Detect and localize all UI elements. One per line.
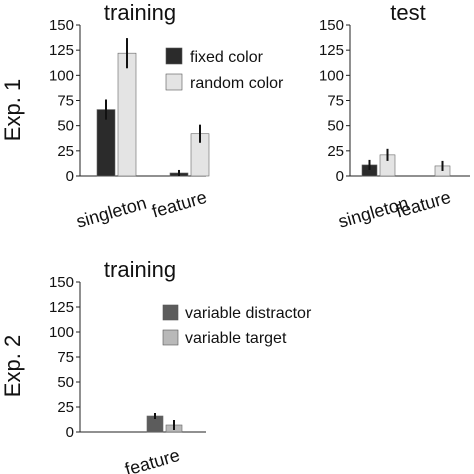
legend-swatch bbox=[162, 329, 179, 346]
plot-area: 0 25 50 75 100 125 150 singleton feature fixed co… bbox=[49, 17, 284, 232]
legend-swatch bbox=[165, 47, 183, 65]
plot-area: 0 25 50 75 100 125 150 feature variable distract… bbox=[49, 274, 312, 474]
bar bbox=[117, 52, 137, 177]
y-tick-label: 50 bbox=[327, 118, 344, 135]
legend-label: variable target bbox=[185, 330, 287, 347]
y-tick-label: 0 bbox=[66, 168, 74, 185]
y-tick-label: 100 bbox=[319, 67, 344, 84]
legend: fixed color random color bbox=[165, 47, 284, 92]
panel-title: training bbox=[104, 257, 176, 282]
legend-swatch bbox=[165, 73, 183, 91]
category-label: feature bbox=[150, 187, 209, 222]
y-tick-label: 50 bbox=[57, 118, 74, 135]
y-tick-label: 75 bbox=[327, 93, 344, 110]
y-tick-label: 25 bbox=[57, 399, 74, 416]
panel-title: training bbox=[104, 0, 176, 25]
legend-label: random color bbox=[190, 75, 284, 92]
legend-label: fixed color bbox=[190, 49, 264, 66]
legend-swatch bbox=[162, 304, 179, 321]
y-tick-label: 25 bbox=[327, 143, 344, 160]
row-label-exp2: Exp. 2 bbox=[0, 335, 25, 397]
y-tick-label: 50 bbox=[57, 374, 74, 391]
y-tick-label: 150 bbox=[49, 17, 74, 34]
legend-label: variable distractor bbox=[185, 305, 312, 322]
legend: variable distractor variable target bbox=[162, 304, 312, 347]
y-tick-label: 150 bbox=[49, 274, 74, 291]
category-label: feature bbox=[123, 445, 182, 474]
y-tick-label: 75 bbox=[57, 349, 74, 366]
y-tick-label: 100 bbox=[49, 67, 74, 84]
y-tick-label: 125 bbox=[49, 42, 74, 59]
category-label: singleton bbox=[74, 193, 149, 232]
panel-title: test bbox=[390, 0, 425, 25]
category-label: feature bbox=[394, 187, 453, 222]
y-tick-label: 125 bbox=[319, 42, 344, 59]
row-label-exp1: Exp. 1 bbox=[0, 79, 25, 141]
panel-exp1-training: training 0 25 50 75 100 125 150 singleton featur… bbox=[49, 0, 284, 232]
y-tick-label: 0 bbox=[66, 424, 74, 441]
y-tick-label: 100 bbox=[49, 324, 74, 341]
y-tick-label: 75 bbox=[57, 93, 74, 110]
y-tick-label: 0 bbox=[336, 168, 344, 185]
y-tick-label: 125 bbox=[49, 299, 74, 316]
y-tick-label: 150 bbox=[319, 17, 344, 34]
panel-exp2-training: training 0 25 50 75 100 125 150 feature variable… bbox=[49, 257, 312, 474]
y-tick-label: 25 bbox=[57, 143, 74, 160]
